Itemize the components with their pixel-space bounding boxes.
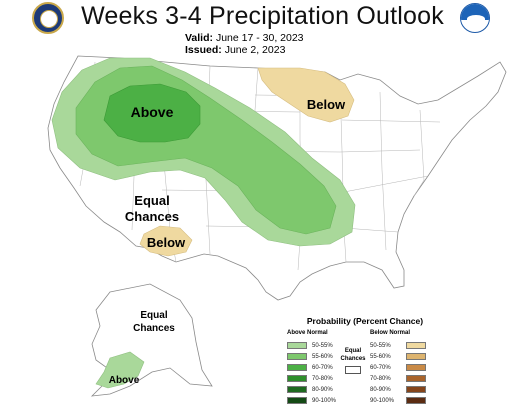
legend-title: Probability (Percent Chance) (306, 316, 424, 326)
legend-below-row: 80-90% (370, 384, 426, 395)
label-above-main: Above (130, 104, 174, 120)
legend-below-row: 70-80% (370, 373, 426, 384)
legend-equal-line-1: Equal (344, 348, 362, 354)
above-alaska-region (95, 351, 145, 389)
legend-above-row: 90-100% (287, 395, 336, 406)
legend-above-row: 70-80% (287, 373, 336, 384)
legend-equal-line-2: Chances (340, 356, 366, 362)
legend-below-row: 90-100% (370, 395, 426, 406)
legend-below-column: 50-55% 55-60% 60-70% 70-80% 80-90% 90-10… (370, 340, 426, 406)
valid-dates: June 17 - 30, 2023 (215, 32, 304, 44)
legend-below-row: 50-55% (370, 340, 426, 351)
legend-above-header: Above Normal (287, 330, 328, 336)
issued-date: June 2, 2023 (224, 44, 286, 56)
valid-label: Valid: (185, 32, 214, 44)
legend-equal-swatch (345, 366, 361, 374)
label-above-alaska: Above (108, 375, 140, 386)
label-equal-chances-alaska: Equal Chances (126, 309, 182, 335)
label-equal-chances-conus: Equal Chances (122, 193, 182, 225)
legend-above-row: 60-70% (287, 362, 336, 373)
seal-icon (32, 2, 64, 34)
page-title: Weeks 3-4 Precipitation Outlook (81, 2, 444, 30)
valid-line: Valid: June 17 - 30, 2023 (185, 32, 304, 44)
above-60-70-region (103, 83, 201, 143)
equal-line-2: Chances (124, 209, 180, 224)
legend-above-row: 50-55% (287, 340, 336, 351)
label-below-north: Below (306, 97, 346, 112)
label-below-southwest: Below (146, 235, 186, 250)
below-north-region (257, 67, 355, 123)
noaa-logo-icon (460, 3, 490, 33)
issued-label: Issued: (185, 44, 222, 56)
legend-below-row: 60-70% (370, 362, 426, 373)
legend-equal-chances: Equal Chances (336, 347, 370, 374)
legend-above-row: 55-60% (287, 351, 336, 362)
below-southwest-region (139, 225, 193, 257)
legend-below-row: 55-60% (370, 351, 426, 362)
legend-above-row: 80-90% (287, 384, 336, 395)
issued-line: Issued: June 2, 2023 (185, 44, 285, 56)
equal-alaska-line-2: Chances (133, 323, 175, 334)
equal-line-1: Equal (134, 193, 170, 208)
equal-alaska-line-1: Equal (140, 310, 168, 321)
legend-below-header: Below Normal (370, 330, 411, 336)
legend-above-column: 50-55% 55-60% 60-70% 70-80% 80-90% 90-10… (287, 340, 336, 406)
